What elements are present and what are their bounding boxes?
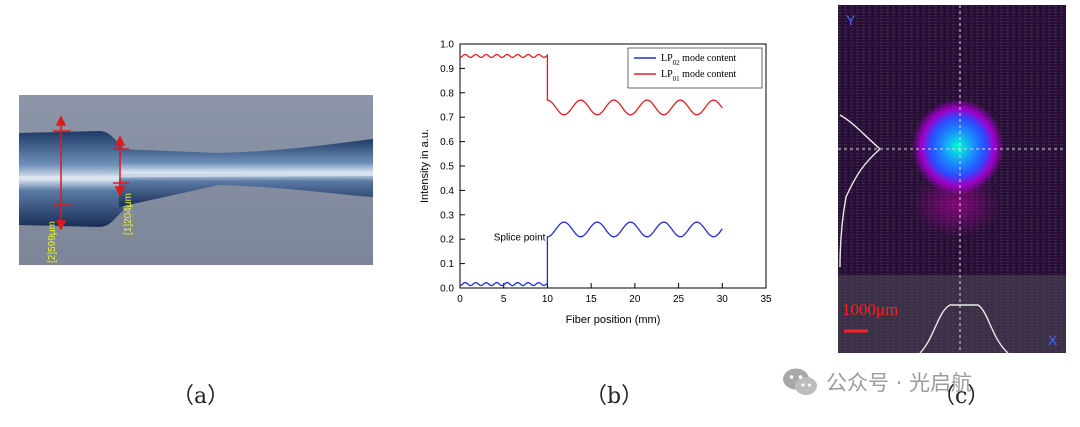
profile-x-curve <box>919 304 1009 354</box>
x-tick-label: 15 <box>586 294 598 305</box>
caption-b: （b） <box>585 384 644 409</box>
y-tick-label: 0.5 <box>440 162 454 173</box>
fiber-highlight <box>19 174 373 178</box>
axis-y-label: Y <box>846 12 856 28</box>
x-tick-label: 0 <box>457 294 463 305</box>
series-line-01 <box>459 53 723 116</box>
fiber-thick-section <box>19 131 123 227</box>
x-tick-label: 30 <box>717 294 729 305</box>
y-tick-label: 0.7 <box>440 113 454 124</box>
axis-x-label: X <box>1048 332 1058 348</box>
watermark-text: 公众号 · 光启航 <box>826 371 973 395</box>
y-tick-label: 0.9 <box>440 64 454 75</box>
x-tick-label: 35 <box>760 294 772 305</box>
scale-bar-label: 1000μm <box>842 300 898 319</box>
y-tick-label: 0.0 <box>440 284 454 295</box>
fiber-taper-section <box>119 139 373 207</box>
y-tick-label: 1.0 <box>440 40 454 51</box>
profile-y-curve <box>839 114 882 268</box>
caption-c: （c） <box>933 384 990 409</box>
mode-content-chart: 0 5 10 15 20 25 30 35 0.0 0.1 0.2 0.3 0.4 0.5 0.6 0.7 0.… <box>419 40 772 327</box>
x-tick-label: 10 <box>542 294 554 305</box>
panel-a-fiber-image: [2]599μm [1]204μm <box>19 95 373 265</box>
legend-entry-01: LP01 mode content <box>661 69 737 83</box>
legend-entry-02: LP02 mode content <box>661 53 737 67</box>
legend-box <box>627 47 763 89</box>
beam-spot <box>912 99 1004 195</box>
x-tick-label: 20 <box>629 294 641 305</box>
y-tick-label: 0.6 <box>440 137 454 148</box>
y-tick-label: 0.3 <box>440 210 454 221</box>
x-tick-label: 5 <box>501 294 507 305</box>
y-tick-label: 0.8 <box>440 88 454 99</box>
caption-a: （a） <box>172 384 230 409</box>
fiber-micrograph: [2]599μm [1]204μm <box>19 95 373 265</box>
label-599um: [2]599μm <box>47 221 58 263</box>
panel-b-chart: 0 5 10 15 20 25 30 35 0.0 0.1 0.2 0.3 0.4 0.5 0.6 0.7 0.… <box>412 30 782 340</box>
measurement-small <box>113 135 129 197</box>
label-204um: [1]204μm <box>123 193 134 235</box>
y-tick-label: 0.2 <box>440 235 454 246</box>
beam-profile-image: Y X 1000μm <box>838 5 1066 354</box>
x-axis-label: Fiber position (mm) <box>566 314 661 326</box>
watermark: 公众号 · 光启航 <box>782 362 972 402</box>
measurement-large <box>53 115 71 231</box>
y-tick-label: 0.1 <box>440 259 454 270</box>
x-tick-label: 25 <box>673 294 685 305</box>
beam-noise-band <box>838 275 1066 353</box>
y-tick-label: 0.4 <box>440 186 454 197</box>
y-axis-label: Intensity in a.u. <box>419 129 431 203</box>
splice-point-annotation: Splice point <box>494 232 546 243</box>
series-line-02 <box>459 221 723 287</box>
wechat-icon <box>783 368 817 395</box>
panel-c-beam-profile: Y X 1000μm <box>838 5 1066 354</box>
